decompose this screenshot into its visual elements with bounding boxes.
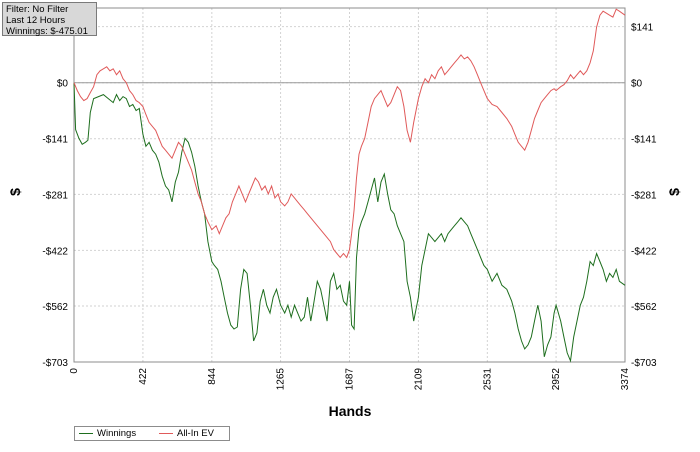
x-tick-label: 1687 xyxy=(345,368,356,391)
x-tick-label: 1265 xyxy=(276,368,287,391)
series-line-allin-ev xyxy=(73,8,626,259)
x-tick-label: 844 xyxy=(207,368,218,385)
y-axis-title-left: $ xyxy=(7,188,23,196)
legend-item-winnings: Winnings xyxy=(79,428,136,439)
legend-label-allin-ev: All-In EV xyxy=(177,428,214,439)
y-axis-left-labels: $141$0-$141-$281-$422-$562-$703 xyxy=(42,23,68,369)
x-tick-label: 2109 xyxy=(413,368,424,391)
winnings-label: Winnings: $-475.01 xyxy=(6,26,88,37)
y-tick-label-left: -$422 xyxy=(42,246,68,257)
x-tick-label: 3374 xyxy=(620,368,631,391)
filter-info-panel: Filter: No Filter Last 12 Hours Winnings… xyxy=(2,2,97,37)
series-line-winnings xyxy=(73,82,626,363)
period-label: Last 12 Hours xyxy=(6,15,66,26)
legend-item-allin-ev: All-In EV xyxy=(159,428,214,439)
y-axis-title-right: $ xyxy=(666,188,682,196)
grid-lines xyxy=(73,8,626,363)
y-tick-label-right: -$562 xyxy=(631,302,657,313)
legend-swatch-allin-ev xyxy=(159,433,173,434)
y-axis-right-labels: $141 $0 -$141 -$281 -$422 -$562 -$703 xyxy=(631,23,657,369)
y-tick-label-right: -$281 xyxy=(631,190,657,201)
y-tick-label-right: $141 xyxy=(631,23,654,34)
plot-border xyxy=(73,7,626,363)
y-tick-label-right: $0 xyxy=(631,79,643,90)
legend-swatch-winnings xyxy=(79,433,93,434)
y-tick-label-left: $0 xyxy=(57,79,69,90)
x-tick-label: 0 xyxy=(69,368,80,374)
y-tick-label-left: -$703 xyxy=(42,358,68,369)
x-tick-label: 2531 xyxy=(482,368,493,391)
legend-label-winnings: Winnings xyxy=(97,428,137,439)
series-lines xyxy=(73,8,626,363)
x-axis-title: Hands xyxy=(329,403,372,419)
y-tick-label-left: -$562 xyxy=(42,302,68,313)
y-tick-label-right: -$422 xyxy=(631,246,657,257)
y-tick-label-left: -$141 xyxy=(42,135,68,146)
x-tick-label: 422 xyxy=(138,368,149,385)
x-tick-label: 2952 xyxy=(551,368,562,391)
y-tick-label-right: -$703 xyxy=(631,358,657,369)
y-tick-label-left: -$281 xyxy=(42,190,68,201)
y-tick-label-right: -$141 xyxy=(631,135,657,146)
chart-legend: Winnings All-In EV xyxy=(74,426,230,441)
filter-label: Filter: No Filter xyxy=(6,4,69,15)
x-axis-labels: 0 422 844 1265 1687 2109 2531 2952 3374 xyxy=(69,368,631,391)
